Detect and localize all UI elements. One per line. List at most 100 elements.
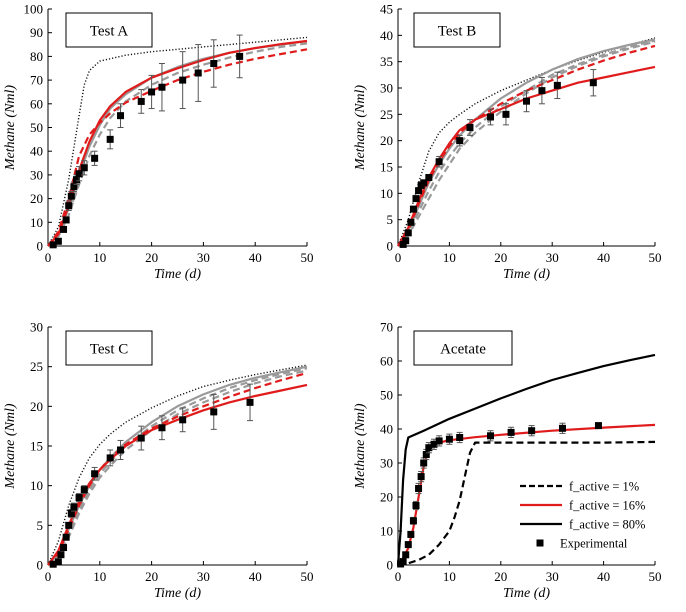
experimental-point (65, 521, 73, 529)
experimental-point (523, 97, 530, 105)
experimental-point (445, 435, 453, 443)
series-line-model-dashed-grey (47, 42, 308, 247)
y-tick-label: 15 (380, 160, 393, 175)
experimental-point (420, 179, 428, 187)
panel-title: Acetate (440, 342, 486, 358)
experimental-point (409, 517, 417, 525)
experimental-point (117, 112, 125, 120)
x-tick-label: 10 (443, 569, 456, 584)
series-line-model-dashed-grey-1 (47, 367, 308, 566)
experimental-point (194, 69, 202, 77)
experimental-point (417, 473, 425, 481)
experimental-point (466, 124, 474, 131)
experimental-point (72, 176, 80, 184)
experimental-point (148, 88, 156, 96)
y-tick-label: 70 (380, 320, 393, 335)
experimental-point (407, 218, 415, 226)
experimental-point (117, 446, 125, 454)
y-tick-label: 15 (30, 439, 43, 454)
panel-title-box (413, 12, 501, 48)
experimental-point (412, 195, 420, 203)
y-tick-label: 5 (387, 212, 394, 227)
experimental-point (106, 454, 114, 462)
x-tick-label: 40 (597, 569, 610, 584)
legend-label: f_active = 16% (569, 499, 645, 513)
series-line-f-active-80 (396, 353, 656, 566)
x-tick-label: 30 (546, 250, 559, 265)
y-axis-label: Methane (Nml) (3, 85, 18, 171)
experimental-point (558, 424, 566, 432)
series-line-model-dashed-grey-2 (47, 369, 308, 566)
y-tick-label: 10 (30, 215, 43, 230)
y-tick-label: 20 (380, 133, 393, 148)
experimental-point (456, 137, 464, 145)
panel-title-box (65, 330, 153, 366)
legend-marker-experimental (536, 539, 544, 547)
y-tick-label: 20 (380, 490, 393, 505)
experimental-point (49, 560, 57, 568)
x-tick-label: 50 (649, 569, 662, 584)
legend-label: f_active = 80% (569, 518, 645, 532)
y-tick-label: 25 (380, 107, 393, 122)
experimental-point (62, 533, 70, 541)
experimental-point (158, 83, 166, 91)
experimental-point (67, 509, 75, 517)
panel-title: Test A (90, 24, 129, 40)
x-axis-label: Time (d) (154, 267, 201, 282)
experimental-point (67, 192, 75, 200)
experimental-point (179, 416, 187, 424)
experimental-point (210, 60, 218, 68)
experimental-point (80, 164, 88, 172)
experimental-point (62, 216, 70, 224)
experimental-point (402, 551, 410, 559)
y-tick-label: 40 (380, 422, 393, 437)
experimental-point (57, 551, 65, 559)
experimental-point (179, 76, 187, 84)
panel-test-c: 0 5 10 15 20 25 30 0 10 20 30 40 50 Time (d) Methane (… (3, 320, 314, 602)
x-tick-label: 20 (494, 569, 507, 584)
series-line-model-dashed-red (47, 371, 308, 566)
experimental-point (54, 558, 62, 566)
panel-title: Test B (438, 24, 477, 40)
experimental-point (137, 434, 145, 442)
y-tick-label: 45 (380, 2, 393, 17)
experimental-point (425, 174, 433, 182)
x-tick-label: 0 (395, 569, 402, 584)
x-tick-label: 10 (93, 250, 106, 265)
experimental-point (70, 183, 78, 191)
experimental-point (435, 158, 443, 166)
experimental-point (507, 428, 515, 436)
x-tick-label: 0 (45, 250, 52, 265)
experimental-point (502, 110, 510, 118)
series-line-model-solid-red (47, 39, 308, 247)
x-axis-label: Time (d) (503, 267, 550, 282)
experimental-point (456, 434, 464, 441)
series-line-model-dotted-black (47, 364, 308, 566)
x-tick-label: 0 (45, 569, 52, 584)
y-axis-label: Methane (Nml) (353, 403, 368, 489)
experimental-point (487, 432, 495, 440)
experimental-point (70, 503, 78, 511)
experimental-point (60, 225, 68, 233)
experimental-point (91, 470, 99, 478)
x-axis-label: Time (d) (503, 586, 550, 601)
experimental-point (425, 444, 433, 452)
experimental-point (415, 187, 423, 195)
y-axis-label: Methane (Nml) (3, 403, 18, 489)
experimental-point (415, 485, 423, 492)
y-tick-label: 0 (37, 558, 44, 573)
x-axis-label: Time (d) (154, 586, 201, 601)
y-tick-label: 50 (30, 120, 43, 135)
experimental-point (407, 530, 415, 538)
experimental-point (399, 240, 407, 248)
experimental-point (80, 486, 88, 494)
experimental-point (236, 52, 244, 60)
y-tick-label: 25 (30, 359, 43, 374)
experimental-point (430, 440, 438, 448)
y-tick-label: 5 (37, 518, 44, 533)
experimental-point (422, 451, 430, 458)
panel-title-box (65, 12, 153, 48)
experimental-point (528, 427, 536, 435)
y-tick-label: 80 (30, 49, 43, 64)
x-tick-label: 30 (197, 250, 210, 265)
